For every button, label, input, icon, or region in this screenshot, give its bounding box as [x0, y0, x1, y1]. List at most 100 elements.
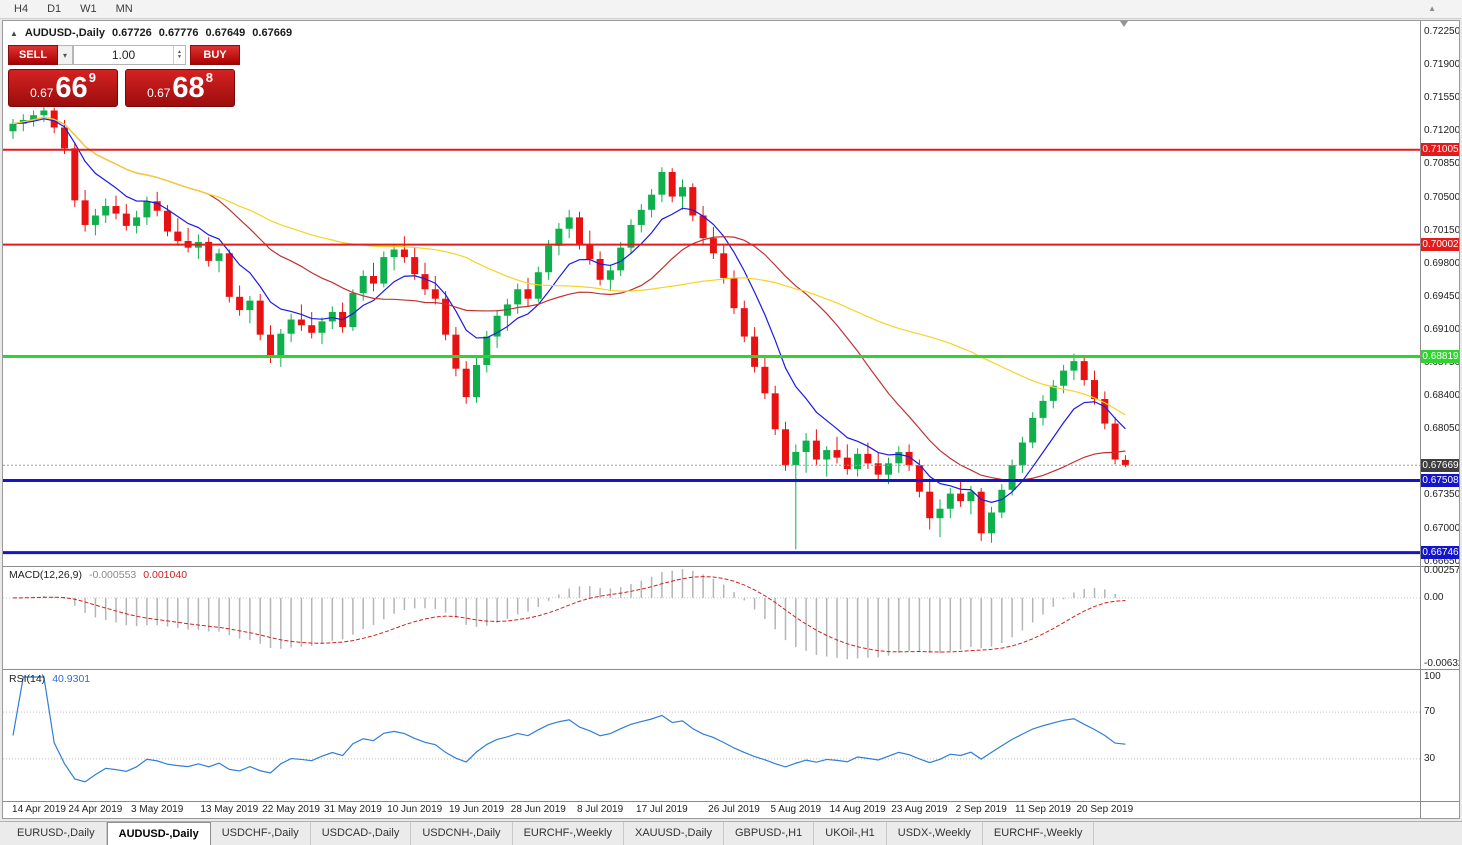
- level-price-tag[interactable]: 0.71005: [1421, 143, 1459, 157]
- candle-body: [751, 336, 759, 367]
- date-axis-label: 24 Apr 2019: [68, 804, 123, 815]
- candle-body: [370, 276, 377, 284]
- candle-body: [514, 289, 522, 305]
- date-axis-label: 20 Sep 2019: [1076, 804, 1134, 815]
- chart-tab-audusddaily[interactable]: AUDUSD-,Daily: [106, 822, 211, 845]
- candle-body: [421, 274, 429, 290]
- volume-dropdown-icon[interactable]: ▾: [58, 45, 73, 65]
- candle-body: [1080, 361, 1088, 381]
- price-axis-label: 0.68400: [1424, 390, 1460, 402]
- date-axis-label: 11 Sep 2019: [1015, 804, 1071, 815]
- price-axis-label: 0.69800: [1424, 257, 1460, 269]
- candle-body: [668, 171, 676, 197]
- moving-average-line: [12, 116, 1126, 482]
- candle-body: [596, 258, 604, 280]
- chart-tab-eurusddaily[interactable]: EURUSD-,Daily: [6, 822, 107, 845]
- buy-price-button[interactable]: 0.67 68 8: [125, 69, 235, 107]
- chart-tab-usdcaddaily[interactable]: USDCAD-,Daily: [311, 822, 412, 845]
- spin-down-icon[interactable]: ▼: [177, 54, 182, 60]
- candle-body: [988, 512, 995, 534]
- trade-panel-collapse-icon[interactable]: ▲: [10, 28, 18, 38]
- level-price-tag[interactable]: 0.67508: [1421, 474, 1459, 488]
- spin-up-icon[interactable]: ▲: [177, 49, 182, 55]
- candle-body: [895, 451, 903, 464]
- chart-tab-ukoilh1[interactable]: UKOil-,H1: [814, 822, 887, 845]
- macd-signal-line: [12, 576, 1126, 653]
- candle-body: [658, 171, 666, 195]
- open-value: 0.67726: [112, 27, 152, 39]
- macd-axis-label: 0.00: [1424, 591, 1444, 603]
- candle-body: [143, 201, 151, 218]
- timeframe-button-w1[interactable]: W1: [80, 3, 97, 15]
- timeframe-button-h4[interactable]: H4: [14, 3, 29, 15]
- chart-tab-bar: EURUSD-,Daily AUDUSD-,Daily USDCHF-,Daily U…: [0, 821, 1462, 845]
- chart-tab-gbpusdh1[interactable]: GBPUSD-,H1: [724, 822, 815, 845]
- candle-body: [164, 210, 171, 232]
- date-axis-label: 5 Aug 2019: [770, 804, 822, 815]
- level-price-tag[interactable]: 0.68819: [1421, 350, 1459, 364]
- candle-body: [782, 429, 789, 466]
- sell-button[interactable]: SELL: [8, 45, 58, 65]
- candle-body: [246, 300, 254, 311]
- rsi-axis-label: 30: [1424, 752, 1436, 764]
- candle-body: [359, 276, 367, 294]
- moving-average-line: [12, 118, 1126, 503]
- scroll-up-icon[interactable]: ▲: [1428, 4, 1436, 13]
- candle-body: [411, 257, 419, 275]
- candle-body: [1008, 465, 1016, 490]
- macd-plot[interactable]: [3, 567, 1420, 668]
- candle-body: [225, 253, 233, 297]
- chart-tab-usdxweekly[interactable]: USDX-,Weekly: [887, 822, 983, 845]
- candle-body: [297, 319, 305, 326]
- candle-body: [30, 115, 38, 120]
- chart-tab-usdchfdaily[interactable]: USDCHF-,Daily: [211, 822, 311, 845]
- candle-body: [493, 315, 501, 337]
- low-value: 0.67649: [205, 27, 246, 39]
- sell-price-button[interactable]: 0.67 66 9: [8, 69, 118, 107]
- candle-body: [122, 213, 130, 226]
- timeframe-toolbar: H4 D1 W1 MN ▲: [0, 0, 1462, 19]
- candle-body: [812, 440, 820, 460]
- candle-body: [946, 493, 954, 509]
- rsi-axis-label: 70: [1424, 706, 1436, 718]
- rsi-axis-label: 100: [1424, 671, 1441, 682]
- date-axis-label: 28 Jun 2019: [510, 804, 566, 815]
- candle-body: [524, 289, 532, 299]
- volume-input[interactable]: 1.00 ▲ ▼: [73, 45, 186, 65]
- candle-body: [627, 224, 635, 248]
- candle-body: [637, 209, 645, 225]
- chart-tab-usdcnhdaily[interactable]: USDCNH-,Daily: [411, 822, 513, 845]
- pane-splitter[interactable]: [3, 669, 1459, 670]
- price-plot[interactable]: [3, 21, 1420, 565]
- candle-body: [1039, 400, 1047, 418]
- date-axis-label: 22 May 2019: [262, 804, 320, 815]
- rsi-line: [12, 676, 1126, 783]
- candle-body: [442, 298, 450, 335]
- candle-body: [400, 249, 408, 258]
- macd-label: MACD(12,26,9): [9, 569, 82, 581]
- chart-tab-eurchfweekly[interactable]: EURCHF-,Weekly: [983, 822, 1095, 845]
- macd-signal-value: 0.001040: [143, 569, 188, 581]
- chart-tab-eurchfweekly[interactable]: EURCHF-,Weekly: [513, 822, 624, 845]
- candle-body: [112, 206, 120, 214]
- chart-window[interactable]: ▲ AUDUSD-,Daily 0.67726 0.67776 0.67649 …: [2, 20, 1460, 819]
- volume-spinner[interactable]: ▲ ▼: [173, 46, 185, 64]
- macd-header: MACD(12,26,9) -0.000553 0.001040: [9, 569, 187, 581]
- candle-body: [431, 289, 439, 299]
- rsi-plot[interactable]: [3, 671, 1420, 800]
- chart-tab-xauusddaily[interactable]: XAUUSD-,Daily: [624, 822, 724, 845]
- timeframe-button-d1[interactable]: D1: [47, 3, 62, 15]
- date-axis-label: 14 Apr 2019: [12, 804, 66, 815]
- candle-body: [606, 270, 614, 280]
- level-price-tag[interactable]: 0.66746: [1421, 546, 1459, 560]
- timeframe-button-mn[interactable]: MN: [115, 3, 133, 15]
- pane-splitter[interactable]: [3, 566, 1459, 567]
- rsi-value: 40.9301: [52, 673, 91, 685]
- candle-body: [349, 293, 357, 328]
- candle-body: [452, 334, 460, 369]
- date-axis-divider: [3, 801, 1459, 802]
- date-axis-label: 17 Jul 2019: [636, 804, 688, 815]
- level-price-tag[interactable]: 0.70002: [1421, 238, 1459, 252]
- buy-button[interactable]: BUY: [190, 45, 240, 65]
- candle-body: [689, 187, 697, 216]
